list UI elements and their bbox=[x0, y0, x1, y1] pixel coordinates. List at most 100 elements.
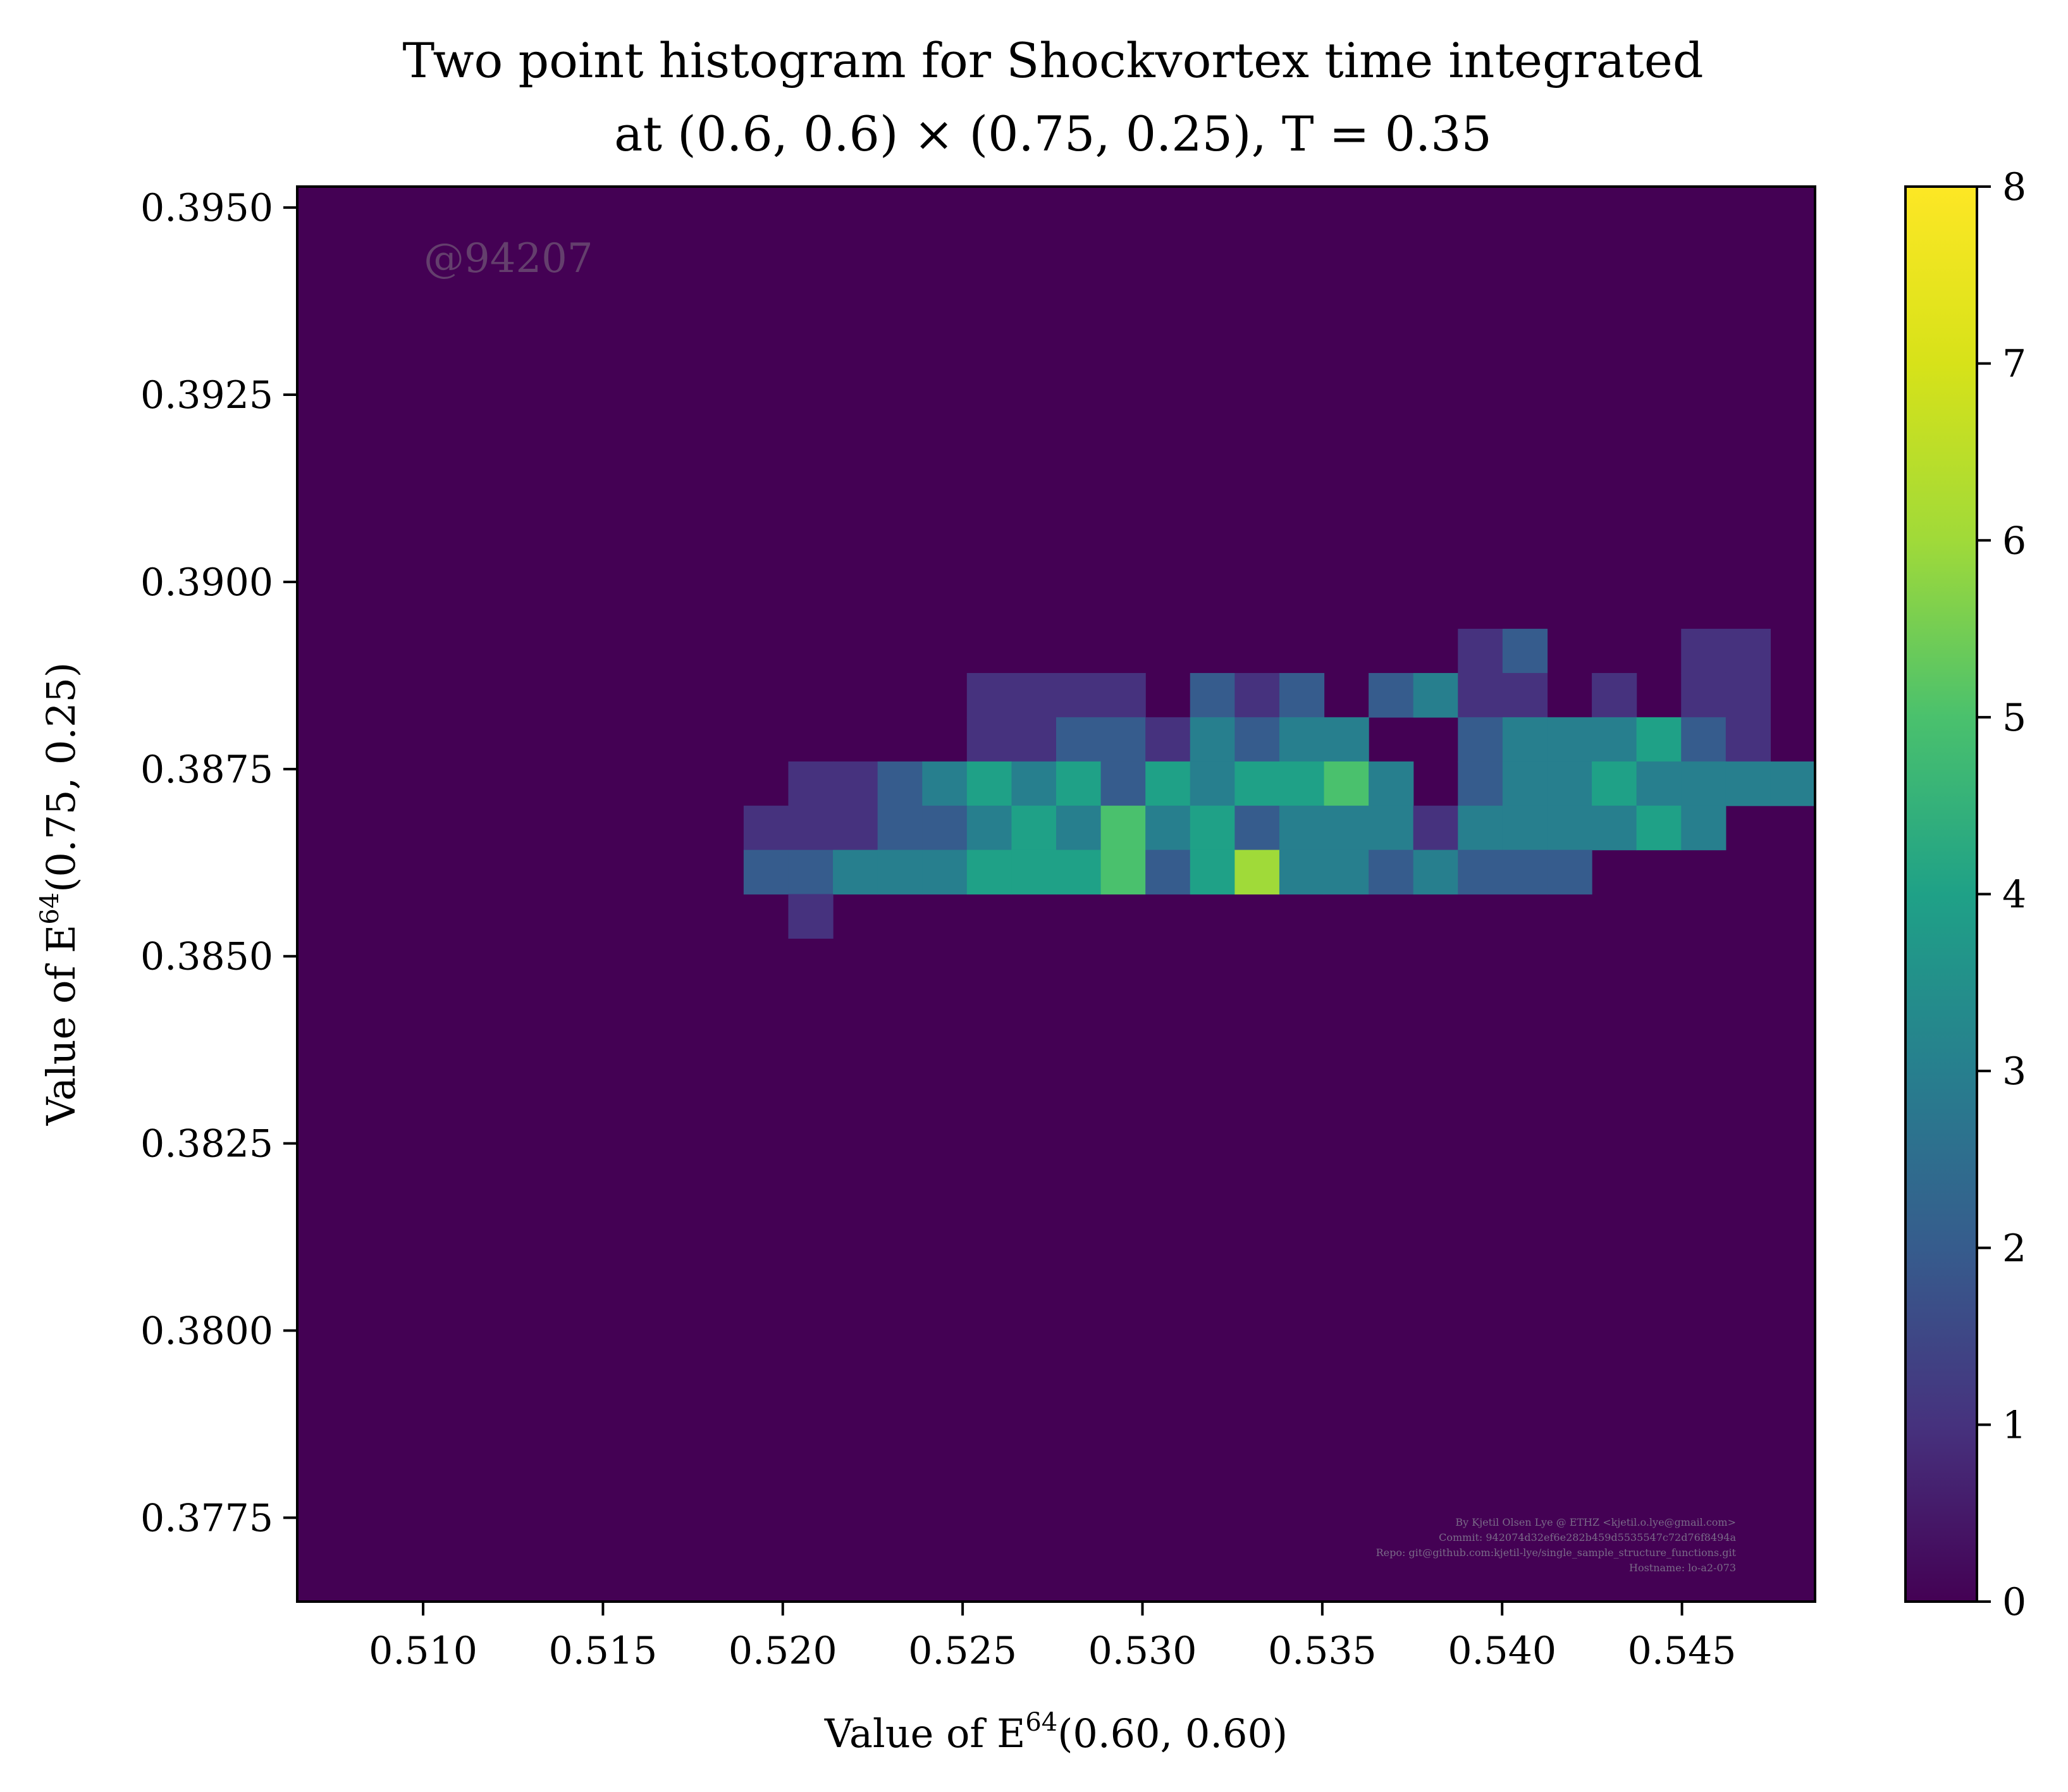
histogram-cell bbox=[1100, 672, 1146, 718]
histogram-cell bbox=[1592, 761, 1637, 806]
histogram-cell bbox=[966, 850, 1012, 895]
credits-line: Repo: git@github.com:kjetil-lye/single_s… bbox=[1376, 1547, 1737, 1559]
y-tick-label: 0.3800 bbox=[140, 1309, 273, 1354]
x-tick-label: 0.510 bbox=[369, 1629, 477, 1673]
histogram-cell bbox=[1636, 717, 1682, 762]
histogram-cell bbox=[833, 805, 878, 851]
colorbar-tick-label: 8 bbox=[2002, 165, 2026, 209]
plot-area: @94207 By Kjetil Olsen Lye @ ETHZ <kjeti… bbox=[140, 185, 1816, 1673]
histogram-cell bbox=[1011, 805, 1057, 851]
histogram-cell bbox=[966, 717, 1012, 762]
colorbar-tick-label: 5 bbox=[2002, 696, 2026, 740]
histogram-cell bbox=[1011, 761, 1057, 806]
histogram-cell bbox=[1056, 761, 1102, 806]
histogram-cell bbox=[1056, 672, 1102, 718]
histogram-cell bbox=[1011, 672, 1057, 718]
plot-frame bbox=[296, 185, 1816, 1603]
colorbar-tick-label: 1 bbox=[2002, 1403, 2026, 1447]
x-tick-label: 0.520 bbox=[729, 1629, 837, 1673]
y-tick-label: 0.3875 bbox=[140, 748, 273, 792]
histogram-cell bbox=[1502, 761, 1548, 806]
histogram-cell bbox=[1770, 761, 1816, 806]
histogram-cell bbox=[1056, 805, 1102, 851]
histogram-cell bbox=[1681, 805, 1726, 851]
colorbar-tick-label: 0 bbox=[2002, 1580, 2026, 1624]
x-tick-label: 0.515 bbox=[549, 1629, 658, 1673]
histogram-cell bbox=[1369, 805, 1414, 851]
histogram-cell bbox=[1458, 717, 1503, 762]
histogram-cell bbox=[1458, 629, 1503, 674]
histogram-cell bbox=[1592, 717, 1637, 762]
histogram-cell bbox=[877, 805, 923, 851]
y-tick-label: 0.3900 bbox=[140, 560, 273, 605]
histogram-cell bbox=[1592, 672, 1637, 718]
histogram-cell bbox=[877, 850, 923, 895]
x-tick-label: 0.545 bbox=[1628, 1629, 1737, 1673]
histogram-cell bbox=[1413, 850, 1458, 895]
histogram-cell bbox=[788, 761, 834, 806]
histogram-cell bbox=[1502, 672, 1548, 718]
histogram-cell bbox=[922, 761, 968, 806]
histogram-cell bbox=[743, 805, 789, 851]
histogram-cell bbox=[1145, 761, 1191, 806]
histogram-cell bbox=[1011, 850, 1057, 895]
histogram-cell bbox=[1636, 805, 1682, 851]
histogram-cell bbox=[877, 761, 923, 806]
histogram-cell bbox=[1056, 717, 1102, 762]
histogram-cell bbox=[1725, 629, 1771, 674]
y-axis-label: Value of E64(0.75, 0.25) bbox=[35, 662, 84, 1126]
histogram-cell bbox=[922, 850, 968, 895]
histogram-cell bbox=[1547, 717, 1592, 762]
colorbar-gradient bbox=[1904, 185, 1978, 1603]
histogram-cell bbox=[1234, 805, 1280, 851]
colorbar-ticks: 0 1 2 3 4 5 6 7 8 bbox=[1977, 165, 2026, 1624]
histogram-cell bbox=[1011, 717, 1057, 762]
histogram-cell bbox=[788, 850, 834, 895]
histogram-cell bbox=[1681, 629, 1726, 674]
histogram-cell bbox=[966, 672, 1012, 718]
histogram-cell bbox=[1145, 850, 1191, 895]
histogram-cell bbox=[1458, 672, 1503, 718]
histogram-cell bbox=[1369, 761, 1414, 806]
histogram-cell bbox=[1190, 761, 1235, 806]
histogram-cell bbox=[1547, 761, 1592, 806]
histogram-cell bbox=[1100, 717, 1146, 762]
credits-block: By Kjetil Olsen Lye @ ETHZ <kjetil.o.lye… bbox=[1376, 1516, 1737, 1574]
histogram-cell bbox=[1279, 761, 1325, 806]
colorbar-tick-label: 3 bbox=[2002, 1049, 2026, 1094]
x-tick-label: 0.525 bbox=[908, 1629, 1017, 1673]
x-tick-label: 0.540 bbox=[1448, 1629, 1556, 1673]
histogram-cell bbox=[1190, 850, 1235, 895]
histogram-cell bbox=[966, 761, 1012, 806]
colorbar-tick-label: 6 bbox=[2002, 519, 2026, 563]
histogram-cell bbox=[1413, 672, 1458, 718]
histogram-cell bbox=[1056, 850, 1102, 895]
histogram-cell bbox=[1324, 850, 1369, 895]
histogram-cell bbox=[1502, 805, 1548, 851]
credits-line: Commit: 942074d32ef6e282b459d5535547c72d… bbox=[1439, 1531, 1736, 1543]
histogram-cell bbox=[1324, 805, 1369, 851]
histogram-cells bbox=[743, 629, 1816, 939]
histogram-cell bbox=[1324, 761, 1369, 806]
colorbar-tick-label: 4 bbox=[2002, 873, 2026, 917]
histogram-cell bbox=[1145, 717, 1191, 762]
histogram-cell bbox=[1234, 672, 1280, 718]
credits-line: By Kjetil Olsen Lye @ ETHZ <kjetil.o.lye… bbox=[1455, 1516, 1736, 1528]
y-tick-label: 0.3925 bbox=[140, 373, 273, 417]
colorbar-tick-label: 2 bbox=[2002, 1227, 2026, 1271]
chart-title-line-1: Two point histogram for Shockvortex time… bbox=[403, 32, 1704, 89]
colorbar-tick-label: 7 bbox=[2002, 342, 2026, 386]
y-tick-label: 0.3775 bbox=[140, 1496, 273, 1540]
histogram-cell bbox=[1725, 717, 1771, 762]
histogram-cell bbox=[1234, 761, 1280, 806]
x-axis-ticks: 0.510 0.515 0.520 0.525 0.530 0.535 0.540 0.545 bbox=[369, 1602, 1736, 1673]
colorbar: 0 1 2 3 4 5 6 7 8 bbox=[1904, 165, 2026, 1624]
histogram-cell bbox=[1324, 717, 1369, 762]
histogram-cell bbox=[1547, 805, 1592, 851]
histogram-cell bbox=[1279, 717, 1325, 762]
histogram-cell bbox=[1413, 805, 1458, 851]
y-tick-label: 0.3950 bbox=[140, 186, 273, 230]
histogram-cell bbox=[1145, 805, 1191, 851]
histogram-cell bbox=[1234, 717, 1280, 762]
